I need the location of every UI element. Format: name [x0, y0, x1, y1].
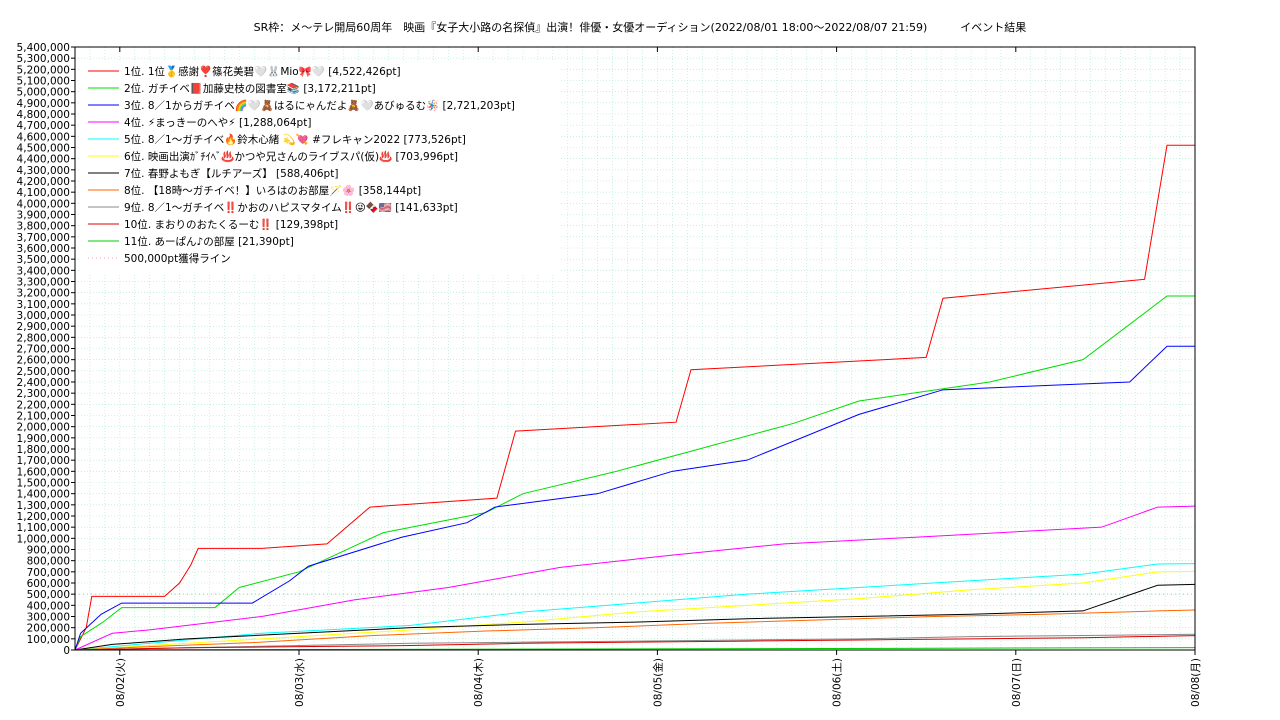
y-tick-label: 700,000 [27, 567, 70, 579]
y-tick-label: 1,800,000 [17, 444, 70, 456]
series-line-7 [74, 583, 1196, 651]
legend-label-4: 4位. ⚡まっきーのへや⚡ [1,288,064pt] [124, 116, 311, 129]
y-tick-label: 4,200,000 [17, 176, 70, 188]
y-tick-label: 2,400,000 [17, 377, 70, 389]
legend-label-7: 7位. 春野よもぎ【ルチアーズ】 [588,406pt] [124, 167, 338, 180]
y-tick-label: 2,800,000 [17, 332, 70, 344]
y-tick-label: 5,400,000 [17, 42, 70, 54]
y-tick-label: 3,400,000 [17, 265, 70, 277]
y-tick-label: 4,400,000 [17, 154, 70, 166]
y-tick-label: 600,000 [27, 578, 70, 590]
y-tick-label: 3,100,000 [17, 299, 70, 311]
y-tick-label: 2,300,000 [17, 388, 70, 400]
legend-background [80, 60, 560, 275]
y-tick-label: 1,000,000 [17, 533, 70, 545]
y-tick-label: 3,700,000 [17, 232, 70, 244]
y-tick-label: 2,000,000 [17, 422, 70, 434]
legend: 1位. 1位🥇感謝❣️篠花美碧🤍🐰Mio🎀🤍 [4,522,426pt] 2位. … [80, 60, 560, 275]
y-tick-label: 1,100,000 [17, 522, 70, 534]
y-tick-label: 1,300,000 [17, 500, 70, 512]
legend-label-8: 8位. 【18時～ガチイベ！】いろはのお部屋🪄🌸 [358,144pt] [124, 184, 421, 197]
y-tick-label: 1,500,000 [17, 478, 70, 490]
series-line-10 [74, 635, 1196, 651]
y-tick-label: 2,600,000 [17, 355, 70, 367]
legend-label-6: 6位. 映画出演ｶﾞﾁｲﾍﾞ♨️かつや兄さんのライブスパ(仮)♨️ [703,9… [124, 150, 458, 163]
y-tick-label: 300,000 [27, 612, 70, 624]
y-tick-label: 4,900,000 [17, 98, 70, 110]
y-tick-label: 5,200,000 [17, 64, 70, 76]
y-tick-label: 400,000 [27, 600, 70, 612]
legend-label-9: 9位. 8／1～ガチイベ‼️かおのハピスマタイム‼️😜🍫🇺🇸 [141,633p… [124, 201, 458, 214]
legend-label-5: 5位. 8／1～ガチイベ🔥鈴木心緒 💫💘 #フレキャン2022 [773,526… [124, 133, 466, 146]
y-tick-label: 1,600,000 [17, 466, 70, 478]
y-tick-label: 0 [63, 645, 70, 657]
series-line-1 [74, 144, 1195, 651]
y-tick-label: 2,100,000 [17, 411, 70, 423]
legend-label-3: 3位. 8／1からガチイベ🌈🤍🧸はるにゃんだよ🧸🤍あびゅるむ🪅 [2,721,2… [124, 99, 515, 112]
y-tick-label: 3,300,000 [17, 277, 70, 289]
y-tick-label: 4,800,000 [17, 109, 70, 121]
x-tick-labels: 08/02(火) 08/03(水) 08/04(木) 08/05(金) 08/06(土)… [115, 47, 1202, 707]
y-tick-label: 4,100,000 [17, 187, 70, 199]
y-tick-label: 4,300,000 [17, 165, 70, 177]
x-tick-label: 08/02(火) [115, 658, 127, 707]
y-tick-label: 200,000 [27, 623, 70, 635]
series-line-8 [74, 609, 1196, 651]
y-tick-label: 4,700,000 [17, 120, 70, 132]
y-tick-label: 5,000,000 [17, 87, 70, 99]
series-line-5 [74, 563, 1196, 651]
series-line-9 [74, 633, 1196, 651]
chart-title: SR枠：メ～テレ開局60周年 映画『女子大小路の名探偵』出演！俳優・女優オーディ… [253, 21, 1027, 34]
y-tick-label: 500,000 [27, 589, 70, 601]
y-tick-label: 3,000,000 [17, 310, 70, 322]
x-tick-label: 08/08(月) [1190, 658, 1202, 707]
legend-label-10: 10位. まおりのおたくるーむ‼️ [129,398pt] [124, 218, 338, 231]
x-tick-label: 08/05(金) [651, 658, 664, 707]
x-tick-label: 08/06(土) [831, 658, 844, 707]
series-line-6 [74, 570, 1196, 651]
y-tick-label: 100,000 [27, 634, 70, 646]
y-tick-label: 1,400,000 [17, 489, 70, 501]
y-tick-label: 5,300,000 [17, 53, 70, 65]
y-tick-label: 3,500,000 [17, 254, 70, 266]
y-tick-label: 5,100,000 [17, 76, 70, 88]
y-tick-label: 2,500,000 [17, 366, 70, 378]
y-tick-label: 3,600,000 [17, 243, 70, 255]
legend-label-11: 11位. あーぱん♪の部屋 [21,390pt] [124, 235, 294, 248]
y-tick-label: 4,600,000 [17, 131, 70, 143]
series-line-4 [74, 505, 1196, 651]
y-tick-label: 900,000 [27, 545, 70, 557]
y-tick-label: 3,200,000 [17, 288, 70, 300]
y-tick-label: 4,500,000 [17, 143, 70, 155]
x-tick-label: 08/07(日) [1011, 658, 1023, 707]
y-tick-label: 2,900,000 [17, 321, 70, 333]
y-tick-labels: 0100,000200,000300,000400,000500,000600,… [17, 42, 75, 657]
legend-label-2: 2位. ガチイベ📕加藤史枝の図書室📚 [3,172,211pt] [124, 82, 376, 95]
y-tick-label: 1,700,000 [17, 455, 70, 467]
series-line-2 [74, 295, 1195, 651]
y-tick-label: 800,000 [27, 556, 70, 568]
x-tick-label: 08/03(水) [294, 658, 306, 707]
legend-label-12: 500,000pt獲得ライン [124, 252, 231, 265]
y-tick-label: 1,900,000 [17, 433, 70, 445]
y-tick-label: 3,800,000 [17, 221, 70, 233]
y-tick-label: 2,200,000 [17, 399, 70, 411]
y-tick-label: 3,900,000 [17, 210, 70, 222]
y-tick-label: 2,700,000 [17, 344, 70, 356]
y-tick-label: 1,200,000 [17, 511, 70, 523]
x-tick-label: 08/04(木) [473, 658, 485, 707]
legend-label-1: 1位. 1位🥇感謝❣️篠花美碧🤍🐰Mio🎀🤍 [4,522,426pt] [124, 65, 401, 78]
y-tick-label: 4,000,000 [17, 198, 70, 210]
series-line-3 [74, 345, 1195, 651]
